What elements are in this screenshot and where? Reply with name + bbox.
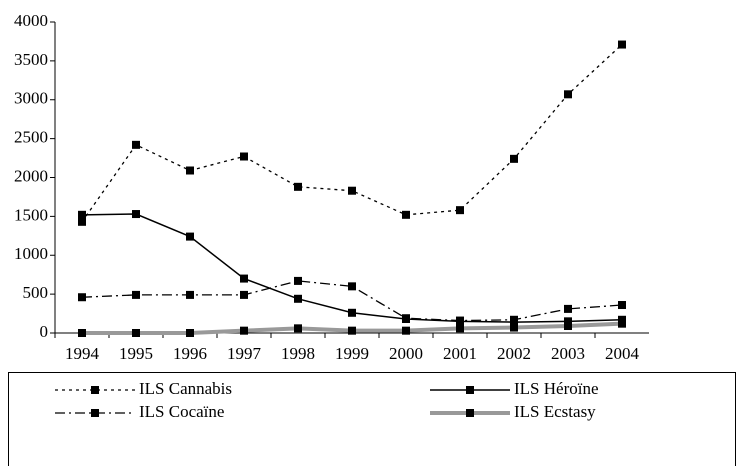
y-tick-label: 2500 [14, 128, 48, 147]
point-marker [564, 304, 572, 313]
series-line [81, 213, 623, 323]
point-marker [132, 140, 140, 149]
point-marker [510, 323, 518, 332]
legend-label: ILS Ecstasy [514, 402, 596, 421]
legend-label: ILS Cocaïne [139, 402, 224, 421]
y-tick-label: 1000 [14, 244, 48, 263]
legend-box [8, 372, 736, 466]
point-marker [348, 186, 356, 195]
series-line [81, 280, 623, 322]
point-marker [240, 274, 248, 283]
y-tick-label: 3000 [14, 89, 48, 108]
point-marker [402, 314, 410, 323]
x-tick-label: 2004 [605, 344, 640, 363]
point-marker [618, 40, 626, 49]
y-tick-label: 0 [40, 322, 49, 341]
point-marker [348, 308, 356, 317]
point-marker [294, 324, 302, 333]
x-tick-label: 1995 [119, 344, 153, 363]
x-tick-label: 2003 [551, 344, 585, 363]
y-tick-label: 3500 [14, 50, 48, 69]
point-marker [294, 294, 302, 303]
point-marker [78, 217, 86, 226]
y-tick-label: 1500 [14, 205, 48, 224]
x-tick-label: 1999 [335, 344, 369, 363]
point-marker [240, 290, 248, 299]
point-marker [186, 166, 194, 175]
point-marker [456, 206, 464, 215]
legend-marker [91, 386, 99, 394]
point-marker [78, 329, 86, 337]
x-tick-label: 2001 [443, 344, 477, 363]
point-marker [186, 290, 194, 299]
point-marker [564, 90, 572, 99]
point-marker [240, 326, 248, 335]
x-tick-label: 1997 [227, 344, 262, 363]
legend-label: ILS Cannabis [139, 379, 232, 398]
x-tick-label: 1994 [65, 344, 100, 363]
point-marker [132, 290, 140, 299]
y-tick-label: 2000 [14, 166, 48, 185]
point-marker [564, 322, 572, 331]
point-marker [618, 301, 626, 310]
point-marker [456, 316, 464, 325]
point-marker [618, 319, 626, 328]
legend-marker [91, 409, 99, 417]
point-marker [132, 329, 140, 337]
x-tick-label: 2000 [389, 344, 423, 363]
point-marker [240, 152, 248, 161]
legend-label: ILS Héroïne [514, 379, 599, 398]
x-tick-label: 1996 [173, 344, 207, 363]
point-marker [510, 154, 518, 163]
point-marker [348, 326, 356, 335]
y-tick-label: 500 [23, 283, 49, 302]
point-marker [510, 315, 518, 324]
point-marker [348, 282, 356, 291]
legend-marker [466, 386, 474, 394]
point-marker [294, 182, 302, 191]
point-marker [78, 293, 86, 302]
point-marker [294, 276, 302, 285]
series-line [81, 44, 623, 223]
y-tick-label: 4000 [14, 11, 48, 30]
x-tick-label: 2002 [497, 344, 531, 363]
point-marker [186, 329, 194, 337]
point-marker [402, 210, 410, 219]
point-marker [132, 210, 140, 219]
legend-marker [466, 409, 474, 417]
point-marker [456, 324, 464, 333]
point-marker [78, 210, 86, 219]
point-marker [186, 232, 194, 241]
point-marker [564, 317, 572, 326]
x-tick-label: 1998 [281, 344, 315, 363]
point-marker [402, 326, 410, 335]
